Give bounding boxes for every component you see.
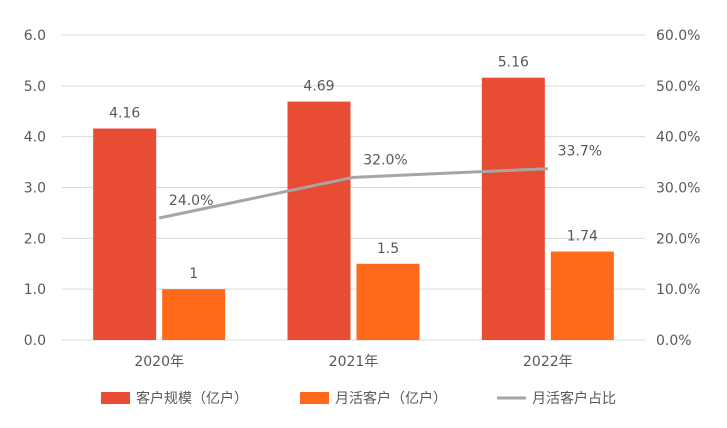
grid-lines (62, 34, 645, 341)
ratio-line (158, 167, 548, 220)
y-right-tick-label: 20.0% (656, 231, 700, 247)
bar-monthly-active-0 (162, 289, 226, 340)
legend-label: 月活客户（亿户） (335, 390, 447, 407)
y-right-tick-label: 30.0% (656, 181, 700, 197)
bar-customer-scale-0 (93, 128, 157, 340)
bar-customer-scale-2 (481, 77, 545, 340)
bar-series (93, 77, 614, 340)
y-right-tick-label: 0.0% (656, 333, 692, 349)
y-axis-right: 0.0% 10.0% 20.0% 30.0% 40.0% 50.0% 60.0% (656, 28, 700, 349)
y-axis-left: 0.0 1.0 2.0 3.0 4.0 5.0 6.0 (24, 28, 46, 349)
bar-monthly-active-2 (550, 251, 614, 340)
bar-data-label: 4.16 (109, 106, 140, 122)
y-left-tick-label: 3.0 (24, 181, 46, 197)
line-data-label: 33.7% (558, 144, 602, 160)
bar-data-label: 1.5 (377, 241, 399, 257)
y-left-tick-label: 5.0 (24, 79, 46, 95)
bar-data-label: 1.74 (567, 229, 598, 245)
x-tick-label: 2022年 (523, 354, 573, 370)
y-right-tick-label: 60.0% (656, 28, 700, 44)
x-tick-label: 2020年 (134, 354, 184, 370)
legend-swatch (300, 392, 329, 404)
x-axis: 2020年 2021年 2022年 (134, 354, 572, 370)
bar-data-label: 1 (189, 266, 198, 282)
bar-monthly-active-1 (356, 263, 420, 340)
bar-data-label: 4.69 (303, 79, 334, 95)
line-data-label: 32.0% (363, 152, 407, 168)
legend: 客户规模（亿户） 月活客户（亿户） 月活客户占比 (101, 390, 616, 407)
line-series (158, 167, 548, 220)
bar-customer-scale-1 (287, 101, 351, 340)
y-left-tick-label: 6.0 (24, 28, 46, 44)
y-right-tick-label: 50.0% (656, 79, 700, 95)
data-labels: 4.16 1 4.69 1.5 5.16 1.74 24.0% 32.0% 33.7% (109, 55, 602, 282)
y-left-tick-label: 4.0 (24, 130, 46, 146)
y-left-tick-label: 2.0 (24, 231, 46, 247)
x-tick-label: 2021年 (329, 354, 379, 370)
y-right-tick-label: 40.0% (656, 130, 700, 146)
line-data-label: 24.0% (169, 193, 213, 209)
y-right-tick-label: 10.0% (656, 282, 700, 298)
legend-label: 客户规模（亿户） (136, 390, 248, 407)
legend-swatch (101, 392, 130, 404)
bar-data-label: 5.16 (498, 55, 529, 71)
y-left-tick-label: 1.0 (24, 282, 46, 298)
y-left-tick-label: 0.0 (24, 333, 46, 349)
legend-label: 月活客户占比 (532, 390, 616, 407)
